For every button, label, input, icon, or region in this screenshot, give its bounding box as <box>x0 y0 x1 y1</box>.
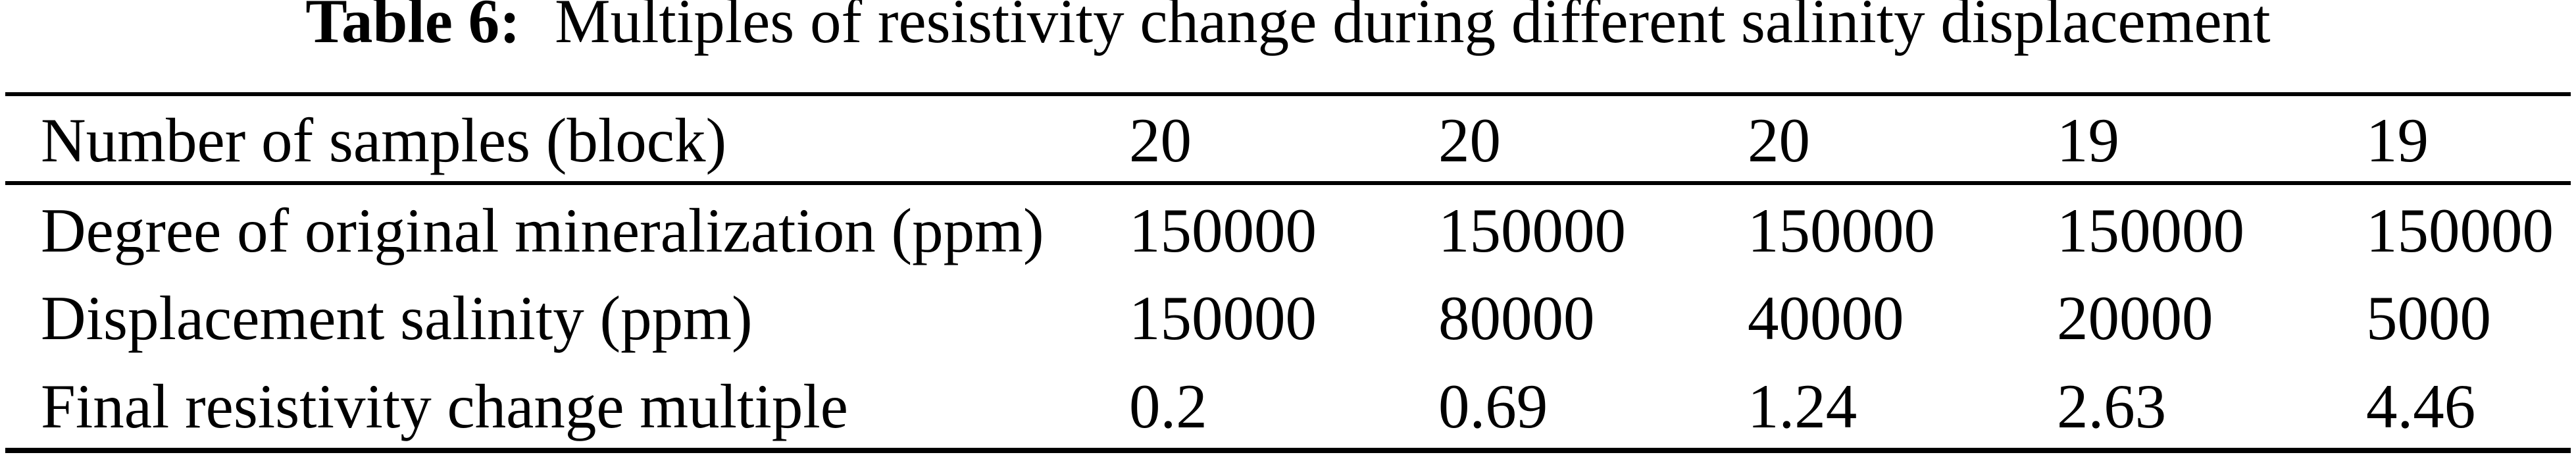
table-cell: 20 <box>1438 105 1501 175</box>
table-cell: 150000 <box>2366 196 2554 265</box>
row-label-final-resistivity-change: Final resistivity change multiple <box>41 371 848 441</box>
caption-text: Multiples of resistivity change during d… <box>555 0 2271 56</box>
table-cell: 19 <box>2366 105 2429 175</box>
table-cell: 0.2 <box>1129 371 1207 441</box>
table-cell: 80000 <box>1438 283 1595 353</box>
table-cell: 19 <box>2057 105 2119 175</box>
table-cell: 150000 <box>1748 196 1935 265</box>
caption-label: Table 6: <box>305 0 520 56</box>
table-cell: 20 <box>1129 105 1192 175</box>
table-cell: 0.69 <box>1438 371 1548 441</box>
table-cell: 2.63 <box>2057 371 2167 441</box>
table-bottom-rule <box>5 448 2571 453</box>
table-cell: 4.46 <box>2366 371 2476 441</box>
row-label-displacement-salinity: Displacement salinity (ppm) <box>41 283 753 353</box>
table-mid-rule <box>5 181 2571 185</box>
table-cell: 5000 <box>2366 283 2491 353</box>
row-label-number-of-samples: Number of samples (block) <box>41 105 727 175</box>
table-caption: Table 6: Multiples of resistivity change … <box>0 0 2576 53</box>
table-cell: 20000 <box>2057 283 2213 353</box>
table-cell: 150000 <box>1438 196 1626 265</box>
table-cell: 20 <box>1748 105 1810 175</box>
table-cell: 150000 <box>2057 196 2244 265</box>
table-top-rule <box>5 92 2571 96</box>
table-cell: 1.24 <box>1748 371 1857 441</box>
row-label-original-mineralization: Degree of original mineralization (ppm) <box>41 196 1044 265</box>
table-cell: 40000 <box>1748 283 1904 353</box>
table-cell: 150000 <box>1129 283 1317 353</box>
table-cell: 150000 <box>1129 196 1317 265</box>
